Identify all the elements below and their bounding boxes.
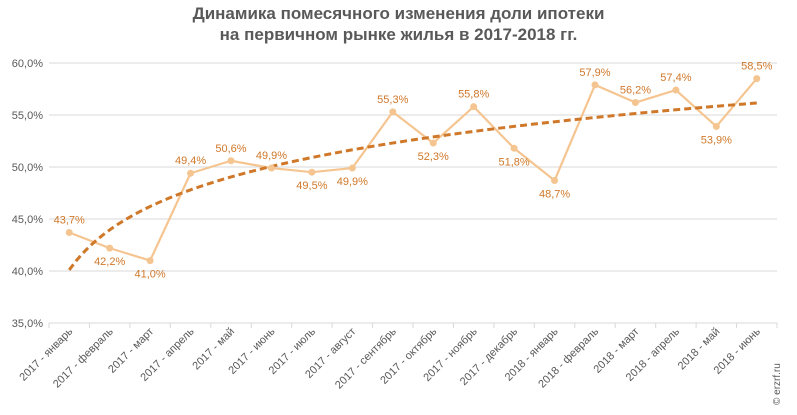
data-point bbox=[672, 86, 680, 94]
data-label: 55,8% bbox=[458, 89, 489, 101]
data-label: 43,7% bbox=[54, 215, 85, 227]
data-point bbox=[146, 257, 154, 265]
data-label: 53,9% bbox=[701, 134, 732, 146]
y-tick-label: 50,0% bbox=[12, 162, 43, 174]
chart-title-line-1: Динамика помесячного изменения доли ипот… bbox=[192, 4, 605, 23]
data-label: 49,9% bbox=[337, 176, 368, 188]
data-point bbox=[753, 75, 761, 83]
credit-text: © erzrf.ru bbox=[772, 363, 783, 405]
data-label: 49,4% bbox=[175, 155, 206, 167]
data-point bbox=[106, 244, 114, 252]
data-point bbox=[227, 157, 235, 165]
data-label: 50,6% bbox=[215, 143, 246, 155]
data-point bbox=[712, 122, 720, 130]
data-label: 51,8% bbox=[499, 156, 530, 168]
y-tick-label: 35,0% bbox=[12, 318, 43, 330]
data-point bbox=[510, 144, 518, 152]
data-point bbox=[348, 164, 356, 172]
data-label: 49,5% bbox=[296, 180, 327, 192]
chart-title-line-2: на первичном рынке жилья в 2017-2018 гг. bbox=[219, 25, 578, 44]
data-label: 57,9% bbox=[579, 67, 610, 79]
data-point bbox=[187, 169, 195, 177]
data-label: 56,2% bbox=[620, 85, 651, 97]
data-label: 57,4% bbox=[660, 72, 691, 84]
data-point bbox=[308, 168, 316, 176]
data-label: 55,3% bbox=[377, 94, 408, 106]
data-point bbox=[65, 229, 73, 237]
data-point bbox=[470, 103, 478, 111]
data-point bbox=[631, 99, 639, 107]
series-line bbox=[68, 77, 758, 262]
data-label: 58,5% bbox=[741, 61, 772, 73]
data-label: 42,2% bbox=[94, 256, 125, 268]
data-point bbox=[591, 81, 599, 89]
data-label: 48,7% bbox=[539, 189, 570, 201]
y-tick-label: 55,0% bbox=[12, 110, 43, 122]
trend-line bbox=[68, 101, 757, 271]
y-tick-label: 60,0% bbox=[12, 58, 43, 70]
data-point bbox=[429, 139, 437, 147]
data-label: 49,9% bbox=[256, 150, 287, 162]
data-label: 41,0% bbox=[135, 269, 166, 281]
data-point bbox=[389, 108, 397, 116]
data-label: 52,3% bbox=[418, 151, 449, 163]
data-point bbox=[267, 164, 275, 172]
y-tick-label: 40,0% bbox=[12, 266, 43, 278]
y-tick-label: 45,0% bbox=[12, 214, 43, 226]
data-point bbox=[551, 177, 559, 185]
